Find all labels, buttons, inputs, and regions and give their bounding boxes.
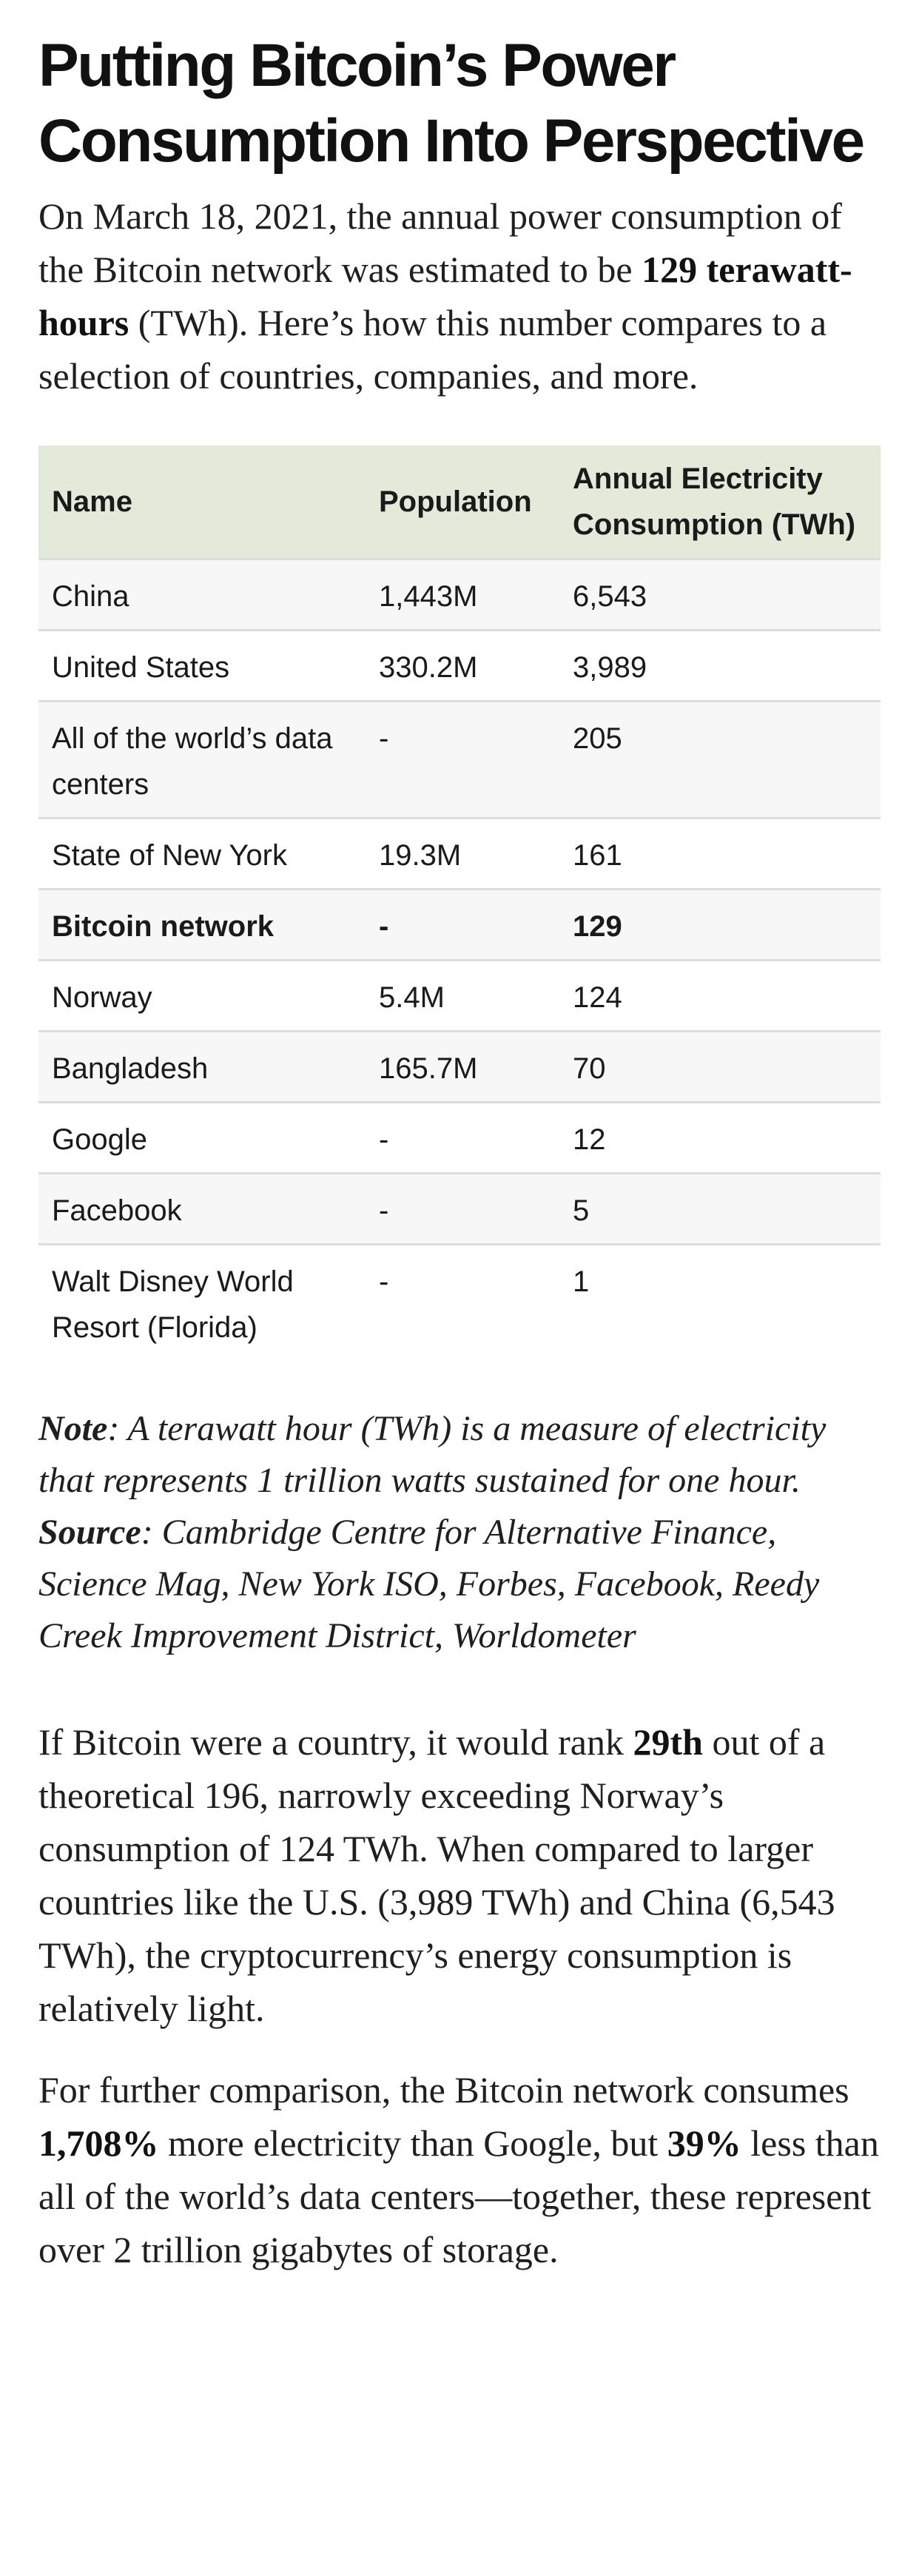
row-population: 165.7M — [366, 1030, 559, 1103]
row-population: - — [366, 1172, 559, 1245]
comparison-text-end: less than all of the world’s data center… — [38, 2122, 879, 2270]
source-label: Source — [38, 1513, 141, 1552]
row-consumption: 12 — [559, 1101, 881, 1174]
header-population: Population — [366, 445, 559, 559]
row-name: United States — [38, 629, 366, 702]
row-name: Google — [38, 1101, 366, 1174]
row-consumption: 1 — [559, 1243, 881, 1360]
row-name: Norway — [38, 959, 366, 1032]
table-body: China 1,443M 6,543 United States 330.2M 3,989… — [38, 558, 881, 1360]
table-row: Walt Disney World Resort (Florida) -1 — [38, 1243, 881, 1360]
row-name: Walt Disney World Resort (Florida) — [38, 1243, 366, 1360]
header-name: Name — [38, 445, 366, 559]
intro-text-end: (TWh). Here’s how this number compares t… — [38, 302, 827, 397]
row-name: China — [38, 558, 366, 630]
table-row: Norway 5.4M 124 — [38, 959, 881, 1032]
row-name: Facebook — [38, 1172, 366, 1245]
row-name: Bitcoin network — [38, 888, 366, 961]
row-population: - — [366, 888, 559, 961]
comparison-text-middle: more electricity than Google, but — [158, 2122, 667, 2164]
row-population: 1,443M — [366, 558, 559, 630]
rank-text-start: If Bitcoin were a country, it would rank — [38, 1721, 633, 1763]
notes-block: Note: A terawatt hour (TWh) is a measure… — [38, 1403, 881, 1662]
row-name: State of New York — [38, 817, 366, 890]
table-row: Facebook -5 — [38, 1172, 881, 1245]
intro-highlight: 129 terawatt-hours — [38, 249, 852, 343]
row-population: 19.3M — [366, 817, 559, 890]
note-label: Note — [38, 1409, 108, 1448]
row-consumption: 3,989 — [559, 629, 881, 702]
note-text: : A terawatt hour (TWh) is a measure of … — [38, 1409, 827, 1500]
table-row: Bitcoin network -129 — [38, 888, 881, 961]
table-row: United States 330.2M 3,989 — [38, 629, 881, 702]
google-percent: 1,708% — [38, 2122, 159, 2164]
row-consumption: 5 — [559, 1172, 881, 1245]
table-row: Bangladesh 165.7M 70 — [38, 1030, 881, 1103]
row-consumption: 6,543 — [559, 558, 881, 630]
row-consumption: 70 — [559, 1030, 881, 1103]
intro-text-start: On March 18, 2021, the annual power cons… — [38, 195, 842, 290]
table-row: Google -12 — [38, 1101, 881, 1174]
table-header-row: Name Population Annual Electricity Consu… — [38, 445, 881, 559]
row-consumption: 129 — [559, 888, 881, 961]
rank-paragraph: If Bitcoin were a country, it would rank… — [38, 1715, 881, 2035]
row-population: - — [366, 1243, 559, 1360]
intro-paragraph: On March 18, 2021, the annual power cons… — [38, 189, 881, 403]
source-text: : Cambridge Centre for Alternative Finan… — [38, 1513, 820, 1655]
row-name: Bangladesh — [38, 1030, 366, 1103]
row-population: 330.2M — [366, 629, 559, 702]
comparison-text-start: For further comparison, the Bitcoin netw… — [38, 2069, 849, 2111]
row-consumption: 205 — [559, 700, 881, 818]
table-row: All of the world’s data centers -205 — [38, 700, 881, 818]
datacenter-percent: 39% — [667, 2122, 741, 2164]
article-title: Putting Bitcoin’s Power Consumption Into… — [38, 32, 865, 175]
table-row: State of New York 19.3M 161 — [38, 817, 881, 890]
consumption-table: Name Population Annual Electricity Consu… — [38, 445, 881, 1360]
row-population: - — [366, 1101, 559, 1174]
article: Putting Bitcoin’s Power Consumption Into… — [38, 0, 881, 2276]
row-name: All of the world’s data centers — [38, 700, 366, 818]
rank-text-end: out of a theoretical 196, narrowly excee… — [38, 1721, 835, 2029]
comparison-paragraph: For further comparison, the Bitcoin netw… — [38, 2063, 881, 2276]
rank-highlight: 29th — [633, 1721, 703, 1763]
table-row: China 1,443M 6,543 — [38, 558, 881, 630]
row-consumption: 161 — [559, 817, 881, 890]
header-consumption: Annual Electricity Consumption (TWh) — [559, 445, 881, 559]
row-consumption: 124 — [559, 959, 881, 1032]
row-population: - — [366, 700, 559, 818]
row-population: 5.4M — [366, 959, 559, 1032]
